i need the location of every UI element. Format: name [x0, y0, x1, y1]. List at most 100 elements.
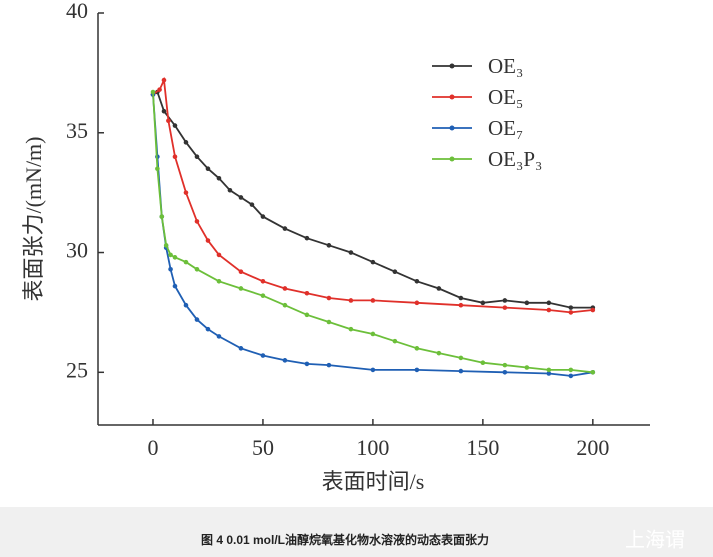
data-point — [172, 154, 178, 160]
data-point — [502, 370, 508, 375]
data-point — [282, 286, 288, 291]
data-point — [436, 286, 442, 291]
data-point — [155, 166, 160, 171]
legend-marker — [449, 63, 455, 69]
data-point — [216, 334, 222, 339]
x-tick-label: 150 — [466, 435, 499, 460]
y-axis-label: 表面张力/(mN/m) — [21, 137, 46, 302]
data-point — [168, 267, 173, 272]
x-tick-label: 200 — [576, 435, 609, 460]
data-point — [282, 358, 288, 363]
data-point — [194, 219, 200, 224]
data-point — [238, 269, 244, 274]
x-tick-label: 100 — [356, 435, 389, 460]
data-point — [524, 300, 530, 306]
data-point — [168, 252, 173, 258]
legend-marker — [449, 125, 455, 131]
x-axis-label: 表面时间/s — [322, 469, 425, 494]
data-point — [370, 331, 376, 337]
data-point — [546, 307, 552, 313]
x-tick-label: 0 — [147, 435, 158, 460]
data-point — [458, 295, 464, 301]
data-point — [172, 123, 178, 128]
data-point — [183, 302, 189, 308]
data-point — [502, 362, 508, 368]
data-point — [150, 89, 156, 95]
data-point — [414, 346, 420, 351]
y-tick-label: 25 — [66, 357, 88, 382]
data-point — [172, 283, 178, 289]
series-line — [152, 94, 593, 377]
data-point — [590, 370, 596, 375]
data-point — [370, 259, 376, 265]
y-tick-label: 30 — [66, 238, 88, 263]
data-point — [546, 371, 552, 376]
data-point — [348, 326, 354, 332]
data-point — [458, 368, 464, 374]
legend-marker — [449, 156, 455, 162]
data-point — [568, 367, 574, 373]
x-tick-label: 50 — [252, 435, 274, 460]
data-point — [194, 154, 200, 160]
data-point — [414, 367, 420, 373]
data-point — [326, 319, 332, 325]
data-point — [161, 108, 167, 114]
data-point — [458, 302, 464, 308]
data-point — [157, 87, 162, 92]
caption-band — [0, 507, 713, 557]
legend-marker — [449, 94, 455, 100]
data-point — [392, 338, 398, 344]
data-point — [216, 278, 222, 284]
data-point — [370, 367, 376, 373]
data-point — [205, 326, 211, 332]
y-tick-label: 35 — [66, 118, 88, 143]
data-point — [166, 118, 171, 124]
data-point — [282, 302, 288, 308]
data-point — [436, 350, 442, 356]
data-point — [326, 295, 332, 301]
data-point — [546, 300, 552, 306]
data-point — [502, 298, 508, 303]
data-point — [163, 243, 169, 248]
y-tick-label: 40 — [66, 0, 88, 23]
data-point — [159, 214, 165, 219]
series-line — [152, 91, 593, 374]
data-point — [260, 278, 266, 284]
legend-label: OE₃P₃ — [488, 147, 542, 171]
data-point — [568, 310, 574, 315]
data-point — [348, 298, 354, 303]
series-line — [152, 90, 593, 309]
data-point — [161, 77, 167, 83]
data-point — [260, 214, 266, 219]
data-point — [216, 252, 222, 258]
data-point — [568, 373, 574, 379]
data-point — [183, 140, 189, 145]
data-point — [238, 195, 244, 200]
data-point — [546, 367, 552, 373]
series-line — [152, 76, 593, 314]
legend-label: OE₃ — [488, 54, 523, 78]
data-point — [414, 278, 420, 284]
data-point — [194, 317, 200, 322]
data-point — [524, 365, 530, 370]
data-point — [480, 300, 486, 306]
data-point — [249, 202, 255, 207]
data-point — [392, 269, 398, 274]
watermark: 上海谓 — [625, 528, 685, 552]
data-point — [348, 250, 354, 255]
data-point — [480, 360, 486, 366]
data-point — [205, 166, 211, 171]
data-point — [183, 190, 189, 195]
data-point — [304, 312, 310, 318]
data-point — [205, 238, 211, 243]
data-point — [458, 355, 464, 361]
caption: 图 4 0.01 mol/L油醇烷氧基化物水溶液的动态表面张力 — [201, 532, 489, 547]
data-point — [590, 307, 596, 313]
data-point — [260, 293, 266, 298]
legend-label: OE₅ — [488, 85, 523, 109]
data-point — [502, 305, 508, 310]
data-point — [304, 290, 310, 296]
legend-label: OE₇ — [488, 116, 523, 140]
data-point — [326, 243, 332, 248]
